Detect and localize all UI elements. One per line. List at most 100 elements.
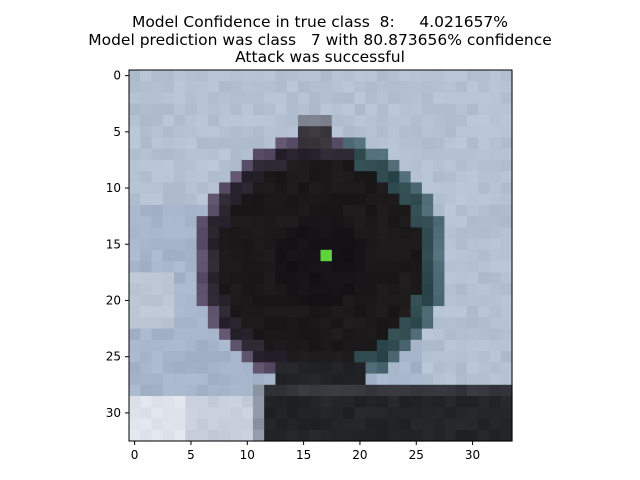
pixel [365,418,378,431]
pixel [376,328,389,341]
pixel [286,429,299,442]
pixel [140,182,153,195]
pixel [399,182,412,195]
pixel [252,159,265,172]
pixel [455,407,468,420]
pixel [354,126,367,139]
pixel [309,137,322,150]
pixel [388,171,400,184]
pixel [264,339,277,352]
pixel [252,351,265,363]
pixel [410,272,423,285]
pixel [207,306,220,318]
pixel [466,328,479,341]
pixel [207,261,220,273]
pixel [399,418,412,431]
pixel [286,159,299,172]
pixel [489,418,502,431]
pixel [286,317,299,330]
pixel [354,362,367,375]
pixel [489,306,502,318]
pixel [320,103,333,116]
pixel [354,317,367,330]
pixel [207,81,220,94]
pixel [151,126,164,139]
pixel [500,159,513,172]
pixel [309,339,322,352]
pixel [129,418,141,431]
pixel [478,317,491,330]
pixel [433,126,446,139]
pixel [455,159,468,172]
pixel [275,362,288,375]
pixel [309,103,322,116]
pixel [241,204,254,217]
pixel [140,193,153,206]
pixel [185,418,198,431]
pixel [174,204,186,217]
pixel [331,396,344,408]
pixel [500,384,513,397]
axes: 0 5 10 15 20 25 30 0 5 10 15 20 25 30 [106,69,513,462]
pixel [343,70,355,82]
pixel [376,204,389,217]
pixel [444,216,457,228]
pixel [185,204,198,217]
pixel [275,92,288,105]
pixel [252,238,265,251]
pixel [174,227,186,240]
pixel [388,182,400,195]
pixel [241,429,254,442]
pixel [399,204,412,217]
pixel [129,216,141,228]
pixel [421,70,434,82]
pixel [174,317,186,330]
pixel [129,384,141,397]
pixel [264,384,277,397]
pixel [185,238,198,251]
pixel [331,418,344,431]
pixel [162,249,175,262]
perturbed-pixel-marker [320,249,332,262]
pixel [129,171,141,184]
pixel [433,429,446,442]
pixel [455,384,468,397]
pixel [466,182,479,195]
pixel [174,70,186,82]
pixel [275,182,288,195]
pixel [151,283,164,296]
pixel [174,92,186,105]
pixel [410,103,423,116]
pixel [207,339,220,352]
pixel [185,317,198,330]
title-line-3: Attack was successful [235,48,405,66]
pixel [252,204,265,217]
pixel [174,384,186,397]
pixel [297,351,310,363]
pixel [388,362,400,375]
pixel [354,418,367,431]
pixel [399,339,412,352]
pixel [185,362,198,375]
pixel [421,114,434,127]
pixel [466,418,479,431]
pixel [241,384,254,397]
pixel [252,148,265,161]
pixel [433,193,446,206]
pixel [286,92,299,105]
pixel [252,114,265,127]
pixel [444,317,457,330]
pixel [399,294,412,307]
pixel [129,148,141,161]
pixel [410,92,423,105]
pixel [331,283,344,296]
pixel [185,182,198,195]
pixel [343,182,355,195]
pixel [399,373,412,386]
pixel [174,373,186,386]
pixel [241,396,254,408]
pixel [410,306,423,318]
pixel [444,238,457,251]
pixel [365,92,378,105]
pixel [174,238,186,251]
